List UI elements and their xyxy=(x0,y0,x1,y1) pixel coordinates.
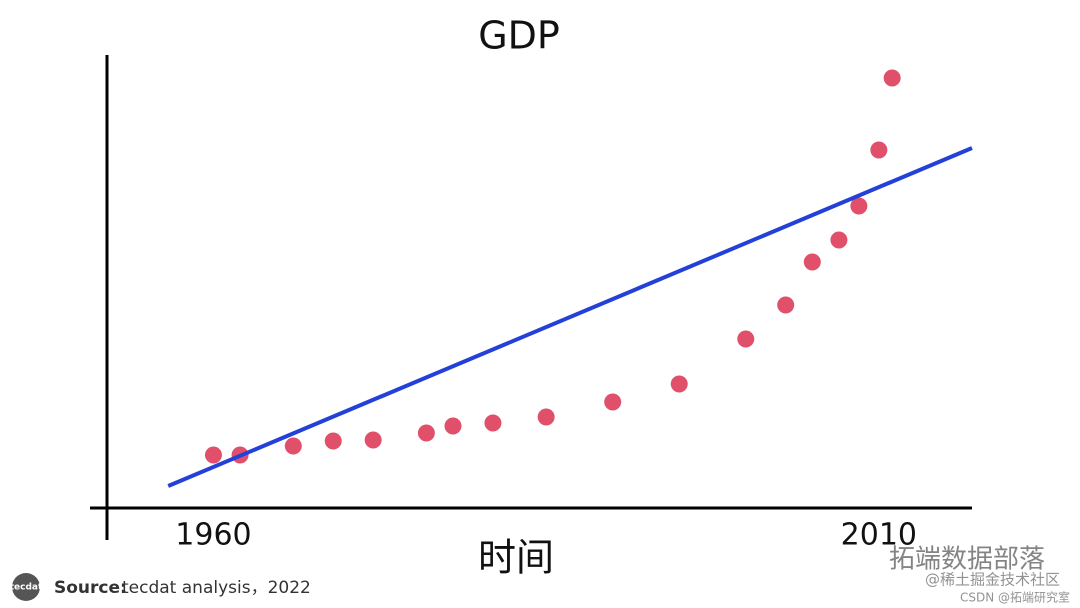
watermark: CSDN @拓端研究室 xyxy=(960,590,1070,605)
point xyxy=(777,296,795,314)
logo xyxy=(12,573,40,601)
point xyxy=(204,446,222,464)
point xyxy=(604,393,622,411)
point xyxy=(670,375,688,393)
watermark: 拓端数据部落 xyxy=(889,545,1045,575)
chart-title: GDP xyxy=(478,14,560,58)
trend-line xyxy=(167,146,973,488)
logo-text: tecdat xyxy=(10,583,43,593)
x-tick-label: 2010 xyxy=(841,518,917,553)
point xyxy=(737,330,755,348)
point xyxy=(830,231,848,249)
point xyxy=(364,431,382,449)
point xyxy=(417,424,435,442)
source-text: tecdat analysis，2022 xyxy=(122,578,311,598)
point xyxy=(803,253,821,271)
point xyxy=(444,417,462,435)
point xyxy=(284,437,302,455)
point xyxy=(484,414,502,432)
point xyxy=(850,197,868,215)
point xyxy=(324,432,342,450)
watermark: @稀土掘金技术社区 xyxy=(925,571,1060,589)
x-tick-label: 1960 xyxy=(175,518,251,553)
point xyxy=(883,69,901,87)
x-axis-label: 时间 xyxy=(478,536,554,580)
point xyxy=(870,141,888,159)
source-label: Source: xyxy=(54,578,127,598)
point xyxy=(537,408,555,426)
